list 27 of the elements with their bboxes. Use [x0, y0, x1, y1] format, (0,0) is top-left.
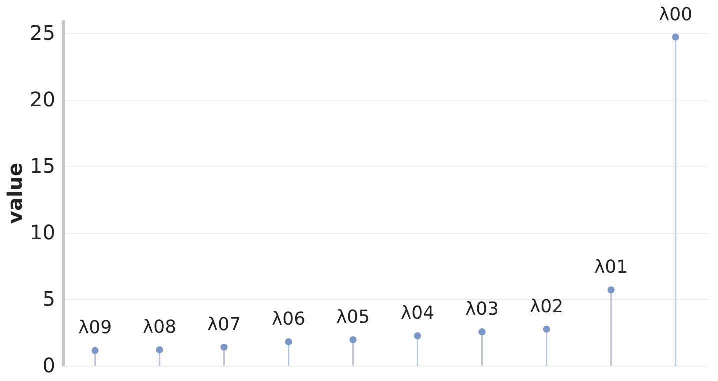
- point: [220, 344, 228, 351]
- point: [285, 338, 292, 346]
- x-tick-label: λ01: [594, 257, 628, 278]
- y-tick-label: 10: [30, 220, 56, 244]
- y-axis-title: value: [3, 162, 28, 224]
- point: [608, 286, 615, 294]
- point: [350, 336, 357, 344]
- x-tick-label: λ08: [142, 317, 177, 338]
- point: [414, 332, 422, 340]
- y-tick-label: 20: [30, 87, 56, 112]
- x-tick-label: λ05: [336, 307, 370, 328]
- y-tick-label: 0: [42, 354, 56, 378]
- x-tick-label: λ07: [207, 314, 242, 336]
- x-tick-label: λ00: [658, 4, 693, 26]
- point: [543, 326, 550, 333]
- x-tick-label: λ03: [465, 299, 500, 320]
- x-tick-label: λ04: [400, 303, 435, 324]
- x-tick-label: λ09: [78, 318, 112, 339]
- point: [92, 347, 99, 354]
- point: [478, 328, 486, 336]
- x-tick-label: λ06: [272, 309, 306, 330]
- y-tick-label: 15: [30, 154, 56, 178]
- y-tick-label: 25: [30, 20, 56, 45]
- point: [156, 346, 164, 354]
- point: [672, 34, 680, 41]
- y-tick-label: 5: [42, 286, 56, 311]
- x-tick-label: λ02: [530, 296, 564, 318]
